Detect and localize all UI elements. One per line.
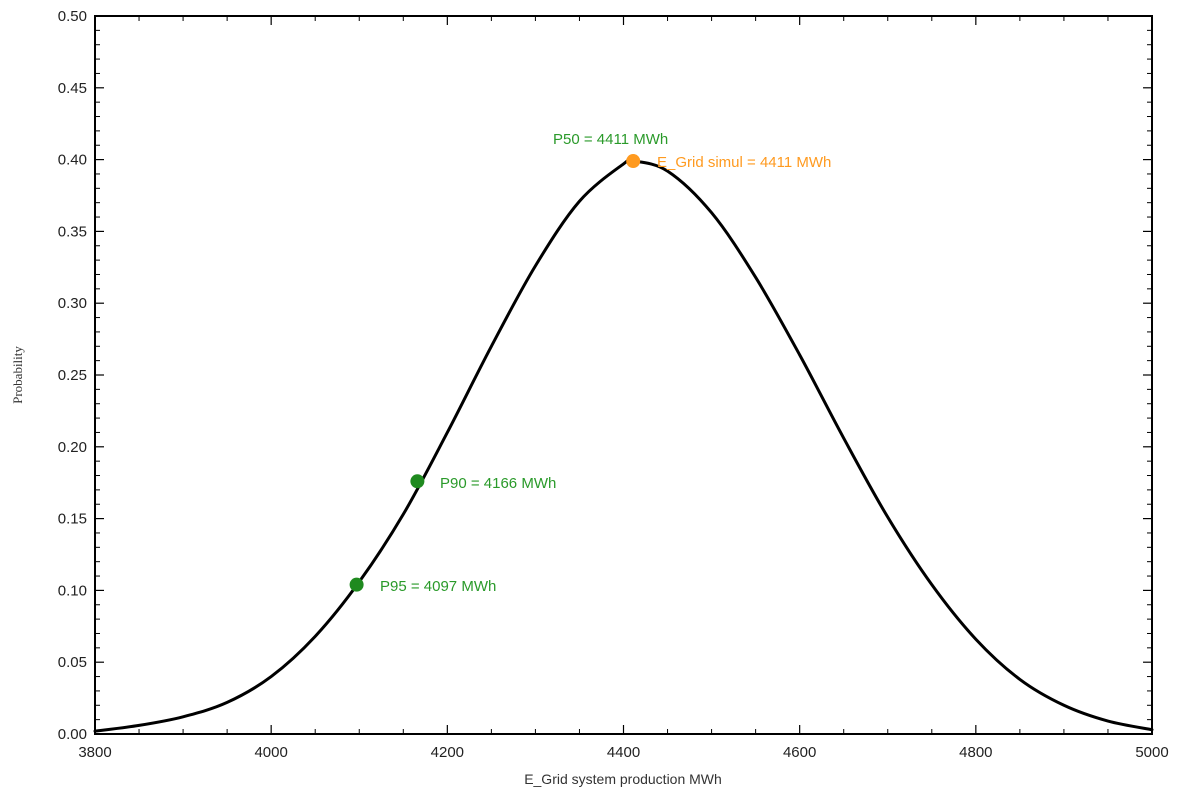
y-tick-label: 0.45 xyxy=(58,80,87,97)
x-tick-label: 4200 xyxy=(431,744,464,761)
y-tick-label: 0.30 xyxy=(58,295,87,312)
markers xyxy=(349,154,641,592)
x-axis: 3800 4000 4200 4400 4600 4800 5000 xyxy=(78,16,1169,761)
y-tick-label: 0.20 xyxy=(58,439,87,456)
x-tick-label: 5000 xyxy=(1135,744,1168,761)
y-tick-label: 0.50 xyxy=(58,8,87,25)
y-axis-label: Probability xyxy=(10,346,25,404)
y-tick-label: 0.35 xyxy=(58,223,87,240)
x-tick-label: 4600 xyxy=(783,744,816,761)
marker-point-0 xyxy=(626,154,641,169)
y-tick-label: 0.00 xyxy=(58,726,87,743)
x-tick-label: 4400 xyxy=(607,744,640,761)
y-axis: 0.00 0.05 0.10 0.15 0.20 0.25 0.30 0.35 0.40 0.45… xyxy=(58,8,1152,743)
plot-frame xyxy=(94,15,1153,735)
y-tick-label: 0.15 xyxy=(58,511,87,528)
y-tick-label: 0.05 xyxy=(58,654,87,671)
annotation-egrid-simul: E_Grid simul = 4411 MWh xyxy=(657,154,831,171)
x-axis-label: E_Grid system production MWh xyxy=(524,771,722,787)
marker-point-1 xyxy=(410,474,425,489)
marker-point-2 xyxy=(349,577,364,592)
annotation-p50: P50 = 4411 MWh xyxy=(553,131,668,148)
annotation-p95: P95 = 4097 MWh xyxy=(380,578,496,595)
x-tick-label: 4000 xyxy=(254,744,287,761)
y-tick-label: 0.10 xyxy=(58,582,87,599)
annotation-p90: P90 = 4166 MWh xyxy=(440,475,556,492)
x-tick-label: 3800 xyxy=(78,744,111,761)
y-tick-label: 0.25 xyxy=(58,367,87,384)
y-tick-label: 0.40 xyxy=(58,152,87,169)
x-tick-label: 4800 xyxy=(959,744,992,761)
